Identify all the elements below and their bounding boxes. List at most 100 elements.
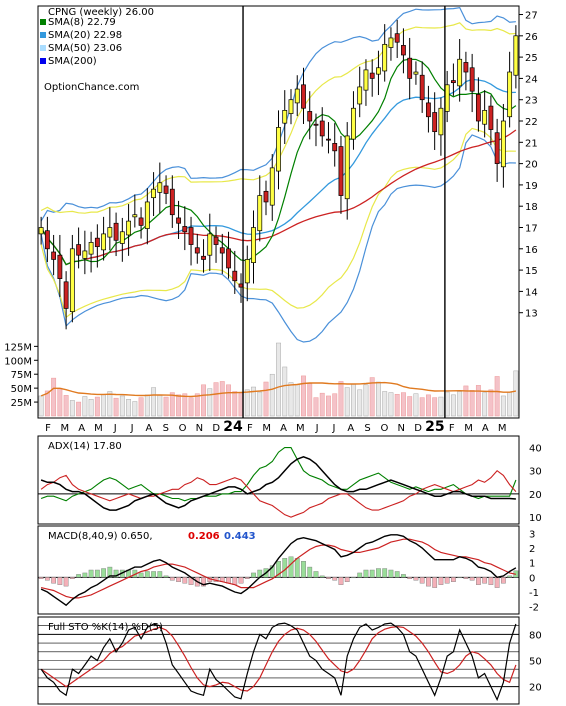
adx-panel-frame bbox=[37, 435, 520, 525]
macd-histogram-bar bbox=[232, 577, 238, 585]
candle-body bbox=[475, 94, 481, 122]
volume-tick-label: 50M bbox=[11, 384, 32, 395]
candle-body bbox=[119, 231, 125, 244]
volume-tick-label: 75M bbox=[11, 370, 32, 381]
sto-d-line bbox=[40, 625, 517, 692]
volume-bar bbox=[394, 394, 400, 417]
macd-histogram-bar bbox=[363, 569, 369, 578]
x-month-label: 25 bbox=[425, 419, 444, 435]
volume-bar bbox=[319, 392, 325, 417]
macd-histogram-bar bbox=[276, 561, 281, 578]
volume-bar bbox=[282, 366, 288, 417]
volume-bar bbox=[407, 396, 413, 417]
adx-tick-label: 30 bbox=[529, 467, 542, 478]
volume-bar bbox=[232, 391, 238, 417]
price-tick-label: 26 bbox=[525, 32, 538, 43]
macd-histogram-bar bbox=[101, 568, 106, 578]
candle-body bbox=[69, 248, 75, 312]
macd-histogram-bar bbox=[476, 577, 481, 585]
volume-bar bbox=[332, 393, 338, 417]
volume-bar bbox=[82, 396, 88, 417]
price-tick-label: 14 bbox=[525, 287, 538, 298]
x-month-label: D bbox=[212, 423, 220, 434]
candle-body bbox=[457, 58, 463, 87]
macd-histogram-bar bbox=[407, 577, 413, 579]
volume-bar bbox=[419, 397, 425, 417]
volume-tick-label: 125M bbox=[4, 342, 32, 353]
macd-histogram-bar bbox=[94, 569, 100, 578]
x-month-label: M bbox=[464, 423, 473, 434]
volume-bar bbox=[132, 401, 138, 417]
candle-body bbox=[201, 255, 206, 260]
volume-bar bbox=[51, 377, 57, 417]
volume-bar bbox=[76, 401, 82, 417]
price-tick-label: 15 bbox=[525, 266, 538, 277]
volume-bar bbox=[376, 381, 381, 417]
macd-histogram-bar bbox=[500, 577, 506, 584]
candle-body bbox=[263, 190, 269, 203]
price-tick-label: 20 bbox=[525, 160, 538, 171]
candle-body bbox=[51, 251, 57, 260]
x-month-label: O bbox=[380, 423, 388, 434]
volume-bar bbox=[351, 383, 356, 417]
candle-body bbox=[88, 242, 94, 255]
volume-bar bbox=[213, 382, 219, 417]
volume-bar bbox=[69, 400, 75, 417]
adx-tick-label: 10 bbox=[529, 513, 542, 524]
volume-bar bbox=[57, 387, 63, 417]
sto-k-line bbox=[40, 622, 517, 702]
volume-bar bbox=[101, 394, 107, 417]
volume-bar bbox=[363, 384, 369, 417]
x-month-label: A bbox=[347, 423, 354, 434]
volume-bar bbox=[144, 394, 150, 417]
candle-body bbox=[38, 227, 44, 235]
macd-histogram-bar bbox=[313, 571, 319, 578]
candle-body bbox=[82, 250, 88, 259]
volume-bar bbox=[488, 389, 494, 417]
price-tick-label: 22 bbox=[525, 117, 538, 128]
x-month-label: O bbox=[179, 423, 187, 434]
x-month-label: J bbox=[130, 423, 134, 434]
candle-body bbox=[232, 270, 238, 282]
volume-bar bbox=[513, 370, 519, 417]
volume-bar bbox=[425, 394, 431, 417]
macd-histogram-bar bbox=[388, 569, 394, 578]
macd-histogram-bar bbox=[382, 568, 388, 578]
candle-body bbox=[488, 105, 494, 130]
macd-histogram-bar bbox=[319, 575, 325, 578]
candle-body bbox=[369, 72, 375, 79]
volume-bar bbox=[469, 390, 475, 417]
candle-body bbox=[319, 120, 325, 137]
volume-bar bbox=[263, 381, 269, 417]
x-month-label: F bbox=[45, 423, 51, 434]
volume-bar bbox=[494, 376, 500, 417]
volume-bar bbox=[313, 397, 319, 417]
volume-bar bbox=[369, 377, 375, 417]
macd-tick-label: -1 bbox=[529, 588, 539, 599]
x-month-label: A bbox=[482, 423, 489, 434]
macd-label: MACD(8,40,9) 0.650, bbox=[48, 531, 153, 542]
x-month-label: 24 bbox=[223, 419, 243, 435]
candle-body bbox=[482, 110, 488, 125]
macd-histogram-bar bbox=[438, 577, 444, 585]
macd-histogram-bar bbox=[269, 565, 275, 578]
adx-label: ADX(14) 17.80 bbox=[48, 441, 122, 452]
candle-body bbox=[244, 259, 250, 284]
volume-bar bbox=[244, 389, 250, 417]
volume-bar bbox=[269, 373, 275, 417]
macd-histogram-bar bbox=[326, 577, 331, 579]
volume-tick-label: 25M bbox=[11, 398, 32, 409]
candle-body bbox=[138, 217, 144, 226]
candle-body bbox=[376, 67, 381, 75]
volume-tick-label: 100M bbox=[4, 356, 32, 367]
candle-body bbox=[301, 84, 306, 109]
sto-tick-label: 50 bbox=[529, 657, 542, 668]
volume-bar bbox=[151, 387, 157, 417]
macd-histogram-bar bbox=[38, 577, 44, 579]
macd-histogram-bar bbox=[44, 577, 50, 581]
volume-bar bbox=[251, 386, 256, 417]
volume-bar bbox=[138, 397, 144, 417]
watermark: OptionChance.com bbox=[44, 82, 139, 93]
candle-body bbox=[207, 233, 213, 256]
candle-body bbox=[288, 99, 294, 114]
